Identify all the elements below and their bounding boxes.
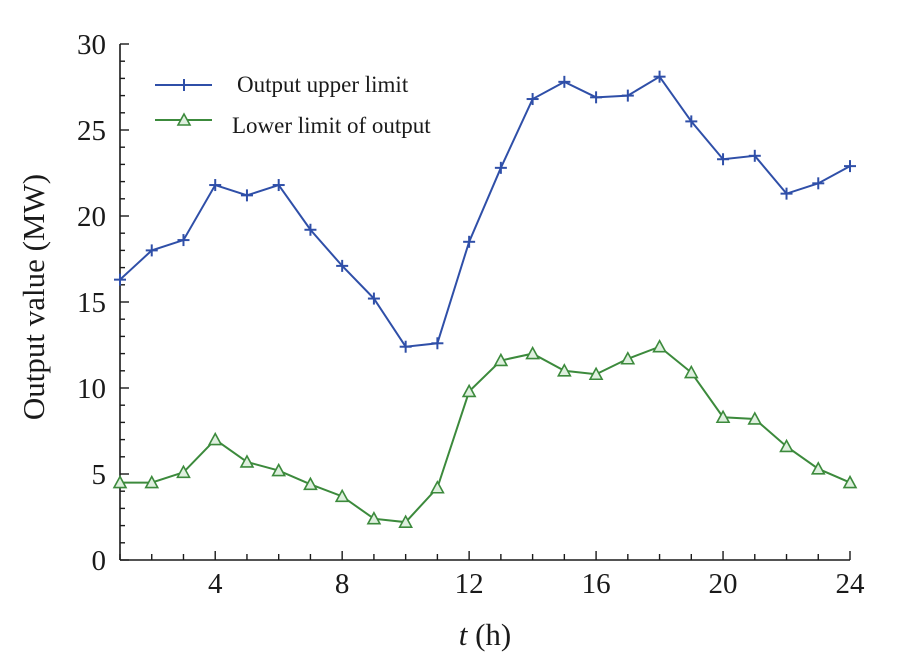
data-point [336, 259, 349, 272]
data-point [239, 454, 255, 468]
legend-marker-glyph [178, 79, 190, 91]
data-point [810, 461, 826, 475]
legend-label-upper: Output upper limit [237, 72, 409, 97]
data-point [334, 488, 350, 503]
data-point [431, 337, 444, 350]
data-point [715, 409, 731, 424]
x-tick-label: 4 [208, 568, 223, 600]
data-point [525, 345, 540, 360]
data-point [557, 363, 572, 377]
data-point [461, 383, 477, 398]
data-point [399, 340, 412, 353]
x-tick-label: 16 [582, 568, 611, 600]
x-axis-variable: t [459, 617, 469, 652]
data-point [398, 514, 413, 528]
data-point [683, 364, 699, 379]
data-point [240, 189, 253, 202]
data-point [271, 462, 287, 477]
data-point [494, 161, 507, 174]
data-point [842, 474, 858, 489]
data-point [272, 179, 285, 192]
data-point [588, 366, 604, 381]
data-point [747, 411, 763, 425]
series [112, 70, 858, 528]
data-point [144, 474, 160, 489]
x-tick-label: 12 [455, 568, 484, 600]
x-tick-label: 24 [836, 568, 866, 600]
y-axis-title: Output value (MW) [16, 174, 51, 420]
x-tick-label: 20 [709, 568, 738, 600]
data-point [652, 339, 667, 353]
data-point [653, 70, 666, 83]
axes [119, 44, 850, 561]
y-tick-label: 20 [77, 201, 106, 233]
y-tick-label: 5 [92, 459, 107, 491]
legend-entry-lower: Lower limit of output [155, 112, 431, 138]
data-point [463, 235, 476, 248]
data-point [145, 244, 158, 257]
data-point [590, 91, 603, 104]
data-point [366, 511, 382, 525]
data-point [526, 93, 539, 106]
data-point [207, 431, 223, 446]
data-point [367, 292, 380, 305]
data-point [304, 223, 317, 236]
data-point [177, 234, 190, 247]
x-tick-label: 8 [335, 568, 350, 600]
ticks: 0 5 10 15 20 25 30 4 8 12 16 20 24 [77, 29, 865, 600]
data-point [303, 476, 318, 491]
legend: Output upper limit Lower limit of output [155, 72, 431, 138]
data-point [209, 179, 222, 192]
legend-marker-glyph [176, 112, 192, 126]
legend-marker-lower [176, 112, 192, 126]
data-point [779, 438, 794, 453]
data-point [620, 351, 636, 365]
series-upper-limit [114, 70, 856, 353]
data-point [844, 160, 856, 173]
series-line [119, 75, 851, 348]
data-point [493, 352, 509, 367]
y-tick-label: 15 [77, 287, 106, 319]
data-point [430, 480, 445, 494]
data-point [176, 464, 191, 479]
data-point [112, 474, 128, 489]
legend-marker-upper [178, 79, 190, 91]
x-axis-unit: (h) [467, 617, 511, 652]
x-axis-title: t (h) [459, 617, 512, 652]
y-tick-label: 10 [77, 373, 106, 405]
data-point [558, 75, 571, 88]
data-point [812, 177, 825, 190]
data-point [717, 153, 730, 166]
y-tick-label: 25 [77, 115, 106, 147]
legend-entry-upper: Output upper limit [155, 72, 409, 97]
y-tick-label: 30 [77, 29, 106, 61]
data-point [114, 273, 126, 286]
legend-label-lower: Lower limit of output [232, 113, 431, 138]
y-tick-label: 0 [92, 545, 107, 577]
data-point [685, 115, 698, 128]
series-lower-limit [112, 339, 858, 528]
data-point [621, 89, 634, 102]
data-point [748, 149, 761, 162]
data-point [780, 187, 793, 200]
series-line [120, 345, 851, 524]
